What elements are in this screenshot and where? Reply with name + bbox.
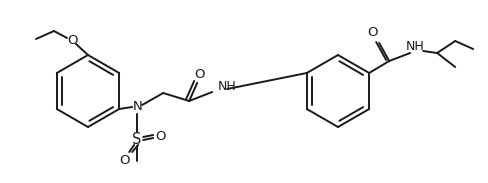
Text: O: O (366, 27, 377, 40)
Text: NH: NH (405, 40, 424, 53)
Text: O: O (67, 33, 77, 46)
Text: O: O (155, 130, 165, 143)
Text: N: N (132, 100, 142, 113)
Text: NH: NH (218, 81, 237, 94)
Text: S: S (132, 132, 142, 147)
Text: O: O (119, 154, 129, 167)
Text: O: O (194, 68, 204, 81)
